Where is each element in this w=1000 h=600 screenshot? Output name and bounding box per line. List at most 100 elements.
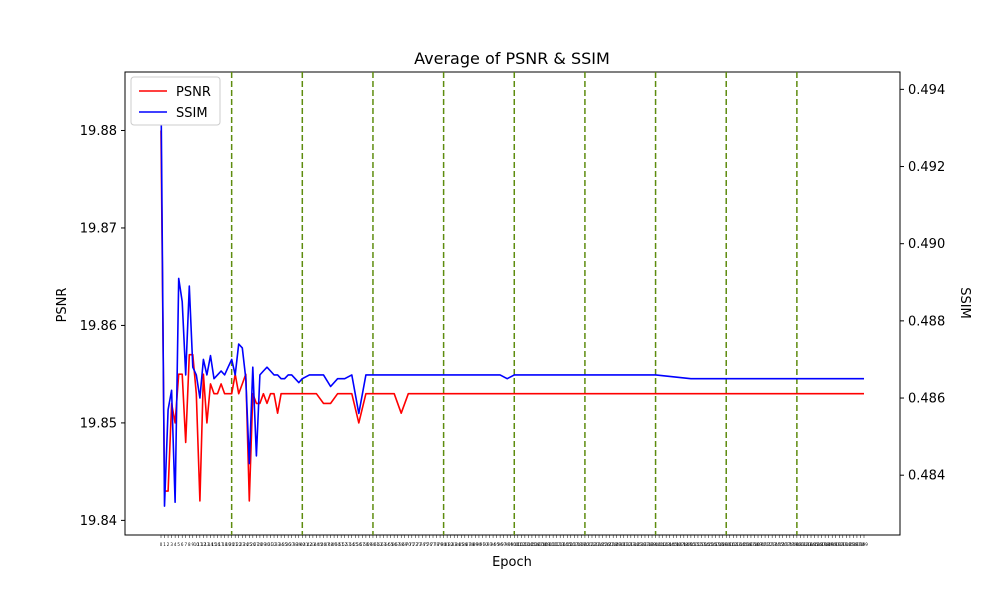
- left-tick-label: 19.85: [80, 416, 117, 431]
- x-tick-label: 112: [553, 542, 561, 547]
- x-tick-label: 191: [832, 542, 840, 547]
- x-tick-label: 0: [160, 542, 163, 547]
- left-tick-label: 19.84: [80, 514, 117, 529]
- x-tick-label: 96: [498, 542, 504, 547]
- x-tick-label: 137: [641, 542, 649, 547]
- x-tick-label: 157: [712, 542, 720, 547]
- x-tick-label: 168: [751, 542, 759, 547]
- x-tick-label: 151: [691, 542, 699, 547]
- x-tick-label: 109: [542, 542, 550, 547]
- x-tick-label: 92: [483, 542, 489, 547]
- x-tick-label: 43: [310, 542, 316, 547]
- x-tick-label: 133: [627, 542, 635, 547]
- x-tick-label: 76: [427, 542, 433, 547]
- x-tick-label: 91: [480, 542, 486, 547]
- x-tick-label: 64: [385, 542, 391, 547]
- x-tick-label: 68: [399, 542, 405, 547]
- x-tick-label: 19: [226, 542, 232, 547]
- y-axis-label-left: PSNR: [55, 288, 70, 323]
- x-tick-label: 56: [356, 542, 362, 547]
- x-tick-label: 141: [655, 542, 663, 547]
- x-tick-label: 20: [229, 542, 235, 547]
- x-tick-label: 11: [197, 542, 203, 547]
- x-tick-label: 36: [286, 542, 292, 547]
- x-tick-label: 167: [747, 542, 755, 547]
- x-tick-label: 27: [254, 542, 260, 547]
- x-tick-label: 103: [521, 542, 529, 547]
- x-tick-label: 45: [317, 542, 323, 547]
- series-line-ssim: [160, 89, 864, 507]
- x-tick-label: 60: [370, 542, 376, 547]
- left-tick-label: 19.87: [80, 221, 117, 236]
- x-tick-label: 83: [452, 542, 458, 547]
- x-tick-label: 132: [623, 542, 631, 547]
- x-tick-label: 65: [388, 542, 394, 547]
- x-tick-label: 145: [669, 542, 677, 547]
- x-tick-label: 88: [469, 542, 475, 547]
- x-tick-label: 57: [360, 542, 366, 547]
- x-tick-label: 72: [413, 542, 419, 547]
- x-tick-label: 14: [208, 542, 214, 547]
- x-tick-label: 10: [194, 542, 200, 547]
- x-tick-label: 108: [539, 542, 547, 547]
- x-tick-label: 171: [761, 542, 769, 547]
- x-tick-label: 114: [560, 542, 568, 547]
- x-tick-label: 154: [701, 542, 709, 547]
- x-tick-label: 93: [487, 542, 493, 547]
- x-tick-label: 179: [790, 542, 798, 547]
- x-tick-label: 37: [289, 542, 295, 547]
- x-tick-label: 113: [556, 542, 564, 547]
- x-tick-label: 85: [459, 542, 465, 547]
- x-tick-label: 134: [631, 542, 639, 547]
- x-tick-label: 77: [430, 542, 436, 547]
- plot-area: 19.84 19.85 19.86 19.87 19.88 0.484 0.486 0.488…: [80, 71, 945, 547]
- x-tick-label: 9: [192, 542, 195, 547]
- x-tick-label: 62: [377, 542, 383, 547]
- x-tick-label: 12: [201, 542, 207, 547]
- x-tick-label: 149: [684, 542, 692, 547]
- x-tick-label: 148: [680, 542, 688, 547]
- x-tick-label: 196: [850, 542, 858, 547]
- x-tick-label: 180: [793, 542, 801, 547]
- x-tick-label: 67: [395, 542, 401, 547]
- x-tick-label: 117: [571, 542, 579, 547]
- x-tick-label: 35: [282, 542, 288, 547]
- x-tick-label: 44: [314, 542, 320, 547]
- x-tick-label: 23: [240, 542, 246, 547]
- x-tick-label: 178: [786, 542, 794, 547]
- series-line-psnr: [160, 130, 864, 502]
- x-tick-label: 124: [595, 542, 603, 547]
- legend-frame: [130, 76, 221, 126]
- x-tick-label: 82: [448, 542, 454, 547]
- x-tick-label: 18: [222, 542, 228, 547]
- x-tick-label: 73: [416, 542, 422, 547]
- x-tick-label: 58: [363, 542, 369, 547]
- left-tick-label: 19.88: [80, 124, 117, 139]
- x-tick-label: 138: [645, 542, 653, 547]
- x-tick-label: 140: [652, 542, 660, 547]
- legend-label-psnr: PSNR: [176, 85, 211, 100]
- right-tick-label: 0.490: [908, 237, 945, 252]
- x-tick-label: 61: [374, 542, 380, 547]
- x-tick-label: 63: [381, 542, 387, 547]
- x-tick-label: 110: [546, 542, 554, 547]
- x-tick-label: 181: [797, 542, 805, 547]
- x-tick-label: 174: [772, 542, 780, 547]
- x-tick-label: 7: [184, 542, 187, 547]
- x-tick-label: 115: [563, 542, 571, 547]
- x-tick-label: 143: [662, 542, 670, 547]
- x-tick-label: 159: [719, 542, 727, 547]
- x-tick-label: 199: [860, 542, 868, 547]
- x-tick-label: 125: [599, 542, 607, 547]
- chart-title: Average of PSNR & SSIM: [414, 49, 610, 68]
- x-tick-label: 94: [491, 542, 497, 547]
- x-tick-label: 136: [638, 542, 646, 547]
- right-tick-label: 0.486: [908, 392, 945, 407]
- x-tick-label: 28: [257, 542, 263, 547]
- x-tick-label: 30: [264, 542, 270, 547]
- x-tick-label: 13: [204, 542, 210, 547]
- x-tick-label: 126: [602, 542, 610, 547]
- right-tick-label: 0.484: [908, 469, 945, 484]
- x-tick-label: 55: [353, 542, 359, 547]
